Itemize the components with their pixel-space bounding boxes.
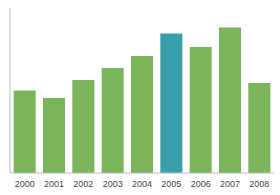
x-tick-label: 2004 — [132, 179, 152, 189]
bar — [190, 47, 212, 173]
bar — [160, 34, 182, 174]
x-tick-label: 2005 — [161, 179, 181, 189]
chart: 2000 2001 2002 2003 2004 2005 2006 2007 2008 — [0, 0, 280, 195]
bar — [72, 80, 94, 173]
x-tick-label: 2003 — [103, 179, 123, 189]
x-tick-label: 2007 — [220, 179, 240, 189]
bars — [14, 28, 271, 174]
bar — [131, 56, 153, 173]
y-axis-line — [10, 8, 11, 173]
chart-container: 2000 2001 2002 2003 2004 2005 2006 2007 2008 — [0, 0, 280, 195]
x-tick-label: 2001 — [44, 179, 64, 189]
x-tick-label: 2008 — [249, 179, 269, 189]
bar — [248, 83, 270, 173]
x-tick-label: 2000 — [15, 179, 35, 189]
bar — [14, 91, 36, 174]
x-axis-line — [10, 173, 274, 174]
x-tick-label: 2006 — [191, 179, 211, 189]
bar — [102, 68, 124, 173]
x-tick-label: 2002 — [73, 179, 93, 189]
bar — [219, 28, 241, 174]
bar — [43, 98, 65, 173]
